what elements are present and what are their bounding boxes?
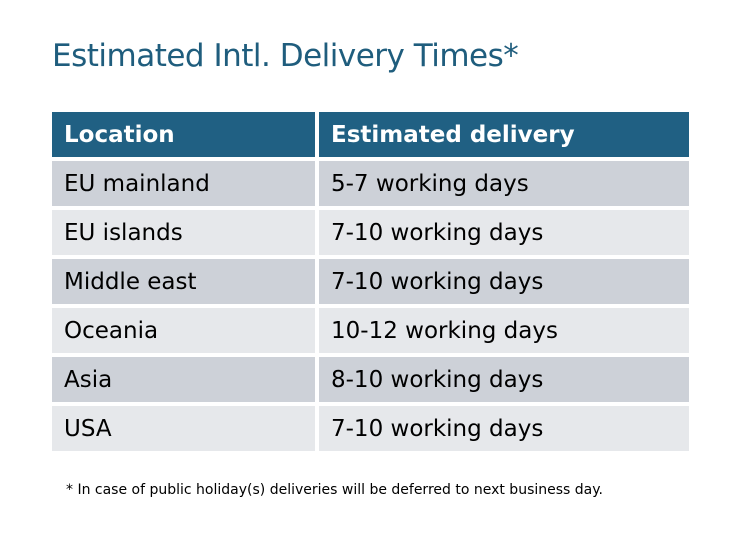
table-row: EU islands 7-10 working days — [52, 210, 689, 255]
delivery-cell: 5-7 working days — [319, 161, 689, 206]
table-header-row: Location Estimated delivery — [52, 112, 689, 157]
page-title: Estimated Intl. Delivery Times* — [52, 38, 519, 74]
location-cell: Middle east — [52, 259, 315, 304]
delivery-cell: 10-12 working days — [319, 308, 689, 353]
table-row: EU mainland 5-7 working days — [52, 161, 689, 206]
location-cell: Asia — [52, 357, 315, 402]
column-header-location: Location — [52, 112, 315, 157]
table-row: USA 7-10 working days — [52, 406, 689, 451]
delivery-cell: 8-10 working days — [319, 357, 689, 402]
location-cell: Oceania — [52, 308, 315, 353]
location-cell: USA — [52, 406, 315, 451]
table-row: Oceania 10-12 working days — [52, 308, 689, 353]
delivery-cell: 7-10 working days — [319, 406, 689, 451]
column-header-estimated-delivery: Estimated delivery — [319, 112, 689, 157]
location-cell: EU islands — [52, 210, 315, 255]
footnote: * In case of public holiday(s) deliverie… — [66, 482, 603, 498]
location-cell: EU mainland — [52, 161, 315, 206]
delivery-times-table: Location Estimated delivery EU mainland … — [48, 108, 693, 455]
delivery-cell: 7-10 working days — [319, 259, 689, 304]
delivery-cell: 7-10 working days — [319, 210, 689, 255]
table-row: Asia 8-10 working days — [52, 357, 689, 402]
table-row: Middle east 7-10 working days — [52, 259, 689, 304]
